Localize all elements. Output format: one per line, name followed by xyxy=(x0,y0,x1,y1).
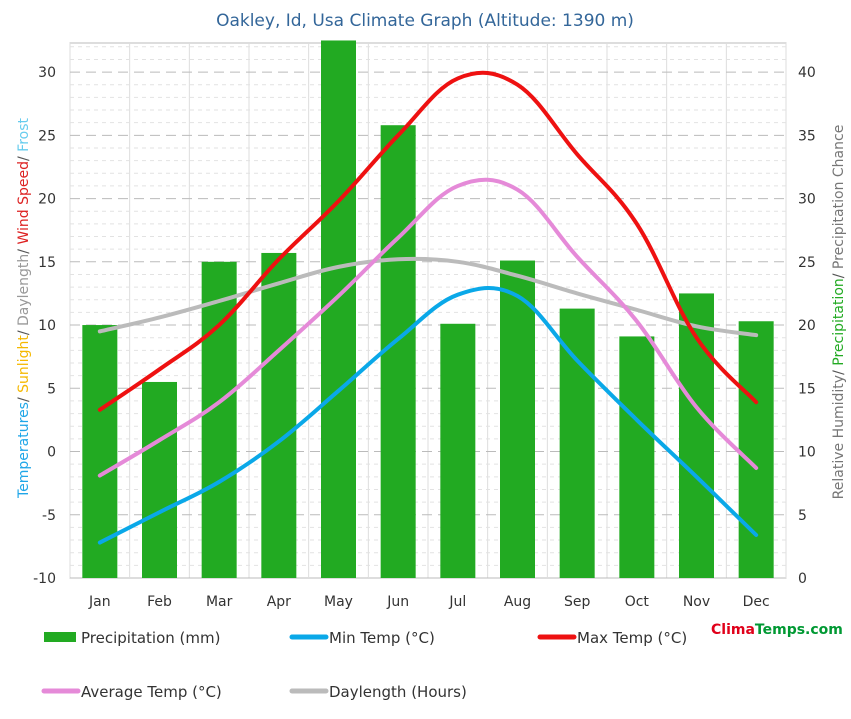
precipitation-bar xyxy=(738,321,774,578)
temperature-lines xyxy=(97,70,759,545)
axis-title-part: / xyxy=(16,245,32,254)
axis-title-part: Precipitation Chance xyxy=(831,125,847,269)
left-tick-label: -5 xyxy=(42,508,56,524)
x-tick-label: Jan xyxy=(88,594,111,610)
left-axis-title: Temperatures/ Sunlight/ Daylength/ Wind … xyxy=(16,118,32,499)
legend-label: Precipitation (mm) xyxy=(81,629,220,647)
legend-swatch-bar xyxy=(44,632,76,642)
axis-title-part: / xyxy=(831,366,847,375)
series-line xyxy=(97,70,759,412)
brand-part1: Clima xyxy=(711,622,755,638)
precipitation-bar xyxy=(261,252,297,579)
left-tick-label: -10 xyxy=(33,571,56,587)
right-tick-label: 15 xyxy=(798,381,816,397)
axis-title-part: Relative Humidity xyxy=(831,375,847,499)
x-tick-label: Jun xyxy=(386,594,409,610)
right-tick-label: 20 xyxy=(798,318,816,334)
x-tick-label: Aug xyxy=(504,594,531,610)
left-axis-ticks: -10 -5 0 5 10 15 20 25 30 xyxy=(33,65,56,587)
x-tick-label: Oct xyxy=(625,594,650,610)
left-tick-label: 0 xyxy=(47,445,56,461)
precipitation-bar xyxy=(142,381,177,578)
axis-title-part: / xyxy=(16,393,32,402)
axis-title-part: Sunlight xyxy=(16,335,32,393)
right-tick-label: 5 xyxy=(798,508,807,524)
axis-title-part: / xyxy=(16,326,32,335)
precipitation-bar xyxy=(619,336,655,578)
axis-title-part: Temperatures xyxy=(16,402,32,499)
left-tick-label: 25 xyxy=(38,128,56,144)
series-line xyxy=(97,177,759,478)
x-axis-ticks: Jan Feb Mar Apr May Jun Jul Aug Sep Oct Nov Dec xyxy=(88,594,770,610)
left-tick-label: 30 xyxy=(38,65,56,81)
left-tick-label: 15 xyxy=(38,255,56,271)
x-tick-label: Nov xyxy=(683,594,710,610)
chart-title: Oakley, Id, Usa Climate Graph (Altitude:… xyxy=(216,11,634,31)
series-line xyxy=(97,286,759,545)
axis-title-part: Frost xyxy=(16,118,32,152)
brand-part2: Temps.com xyxy=(755,622,843,638)
precipitation-bar xyxy=(500,260,535,578)
right-axis-ticks: 0 5 10 15 20 25 30 35 40 xyxy=(798,65,816,587)
right-axis-title: Relative Humidity/ Precipitation/ Precip… xyxy=(831,125,847,500)
left-tick-label: 10 xyxy=(38,318,56,334)
axis-title-part: Wind Speed xyxy=(16,161,32,245)
legend-label: Min Temp (°C) xyxy=(329,629,435,647)
left-tick-label: 20 xyxy=(38,192,56,208)
precipitation-bar xyxy=(82,325,118,578)
series-line xyxy=(97,256,759,338)
brand-logo[interactable]: ClimaTemps.com xyxy=(711,622,843,638)
right-tick-label: 40 xyxy=(798,65,816,81)
right-tick-label: 10 xyxy=(798,445,816,461)
axis-title-part: Precipitation xyxy=(831,278,847,366)
legend: Precipitation (mm) Min Temp (°C) Max Temp … xyxy=(41,629,687,701)
left-tick-label: 5 xyxy=(47,381,56,397)
x-tick-label: Mar xyxy=(206,594,233,610)
legend-label: Average Temp (°C) xyxy=(81,683,222,701)
legend-label: Max Temp (°C) xyxy=(577,629,687,647)
x-tick-label: May xyxy=(324,594,353,610)
x-tick-label: Feb xyxy=(147,594,172,610)
x-tick-label: Apr xyxy=(267,594,291,610)
x-tick-label: Sep xyxy=(564,594,591,610)
right-tick-label: 0 xyxy=(798,571,807,587)
precipitation-bar xyxy=(559,308,595,578)
precipitation-bar xyxy=(440,323,476,578)
axis-title-part: Daylength xyxy=(16,254,32,326)
x-tick-label: Jul xyxy=(448,594,466,610)
x-tick-label: Dec xyxy=(743,594,770,610)
right-tick-label: 25 xyxy=(798,255,816,271)
right-tick-label: 35 xyxy=(798,128,816,144)
precipitation-bar xyxy=(380,125,416,579)
grid xyxy=(69,42,787,579)
axis-title-part: / xyxy=(16,152,32,161)
axis-title-part: / xyxy=(831,269,847,278)
right-tick-label: 30 xyxy=(798,192,816,208)
legend-label: Daylength (Hours) xyxy=(329,683,467,701)
precipitation-bar xyxy=(201,261,237,578)
